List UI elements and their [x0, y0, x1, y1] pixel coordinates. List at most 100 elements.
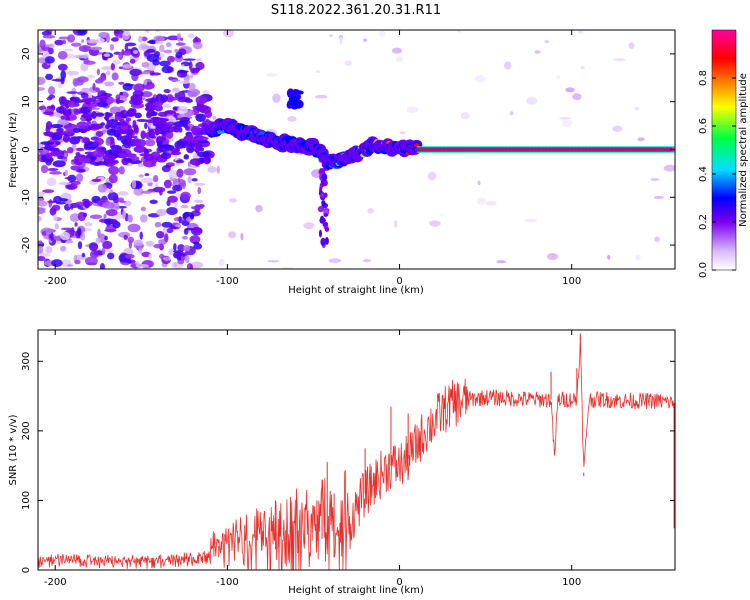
- spectrogram-cell: [127, 214, 133, 223]
- spectrogram-cell: [143, 159, 156, 168]
- spectrogram-cell: [174, 224, 182, 228]
- colorbar-tick-label: 0.6: [698, 118, 709, 134]
- spectrogram-cell: [50, 232, 54, 242]
- spectrogram-cell: [169, 177, 174, 182]
- spectrogram-cell: [144, 30, 150, 33]
- spectrogram-cell: [328, 258, 342, 263]
- spectrogram-cell: [74, 222, 78, 227]
- spectrogram-cell: [318, 229, 323, 238]
- spectrogram-cell: [179, 80, 191, 84]
- spectrogram-cell: [166, 55, 175, 63]
- spectrogram-cell: [323, 213, 329, 217]
- spectrogram-cell: [189, 158, 202, 166]
- spectrogram-cell: [138, 174, 144, 178]
- spectrogram-cell: [134, 112, 142, 119]
- spectrogram-cell: [102, 202, 116, 209]
- spectrogram-cell: [141, 61, 150, 68]
- spectrogram-cell: [153, 174, 159, 183]
- spectrogram-cell: [228, 231, 236, 239]
- spectrogram-cell: [129, 58, 136, 64]
- spectrogram-cell: [112, 196, 120, 204]
- spectrogram-cell: [181, 179, 186, 190]
- spectrogram-cell: [38, 191, 45, 197]
- spectrogram-cell: [153, 243, 163, 249]
- spectrogram-cell: [197, 187, 202, 195]
- spectrogram-cell: [80, 114, 94, 118]
- spectrogram-cell: [476, 197, 486, 206]
- spectrogram-cell: [65, 53, 76, 59]
- spectrogram-cell: [124, 44, 129, 51]
- spectrogram-cell: [53, 214, 58, 221]
- spectrogram-cell: [140, 190, 152, 194]
- spectrogram-cell: [159, 44, 165, 53]
- spectrogram-cell: [118, 81, 125, 85]
- spectrogram-cell: [509, 111, 514, 116]
- spectrogram-cell: [84, 222, 93, 227]
- spectrogram-cell: [97, 228, 101, 238]
- spectrogram-x-label: Height of straight line (km): [288, 285, 424, 296]
- spectrogram-cell: [140, 206, 147, 212]
- spectrogram-cell: [70, 42, 82, 47]
- spectrogram-cell: [635, 254, 641, 261]
- spectrogram-cell: [170, 150, 182, 156]
- spectrogram-cell: [168, 76, 174, 81]
- spectrogram-cell: [80, 62, 89, 72]
- spectrogram-cell: [197, 204, 205, 208]
- spectrogram-cell: [76, 121, 89, 130]
- spectrogram-cell: [124, 158, 133, 163]
- spectrogram-cell: [117, 191, 129, 196]
- colorbar-tick-label: 0.8: [698, 70, 709, 86]
- colorbar-tick-label: 0.4: [698, 166, 709, 182]
- spectrogram-cell: [165, 94, 174, 103]
- spectrogram-cell: [42, 189, 55, 194]
- spectrogram-cell: [173, 121, 187, 128]
- spectrogram-cell: [477, 180, 481, 186]
- spectrogram-cell: [181, 64, 185, 67]
- spectrogram-cell: [105, 34, 110, 43]
- spectrogram-cell: [572, 93, 582, 101]
- spectrogram-cell: [267, 260, 280, 263]
- spectrogram-cell: [89, 250, 99, 259]
- spectrogram-cell: [38, 57, 46, 64]
- spectrogram-cell: [187, 133, 194, 140]
- spectrogram-cell: [182, 235, 188, 240]
- spectrogram-cell: [97, 183, 107, 193]
- spectrogram-cell: [534, 50, 541, 54]
- spectrogram-cell: [197, 151, 211, 158]
- y-tick-label: 300: [21, 352, 32, 371]
- spectrogram-cell: [148, 129, 156, 139]
- spectrogram-cell: [122, 50, 133, 56]
- spectrogram-cell: [154, 129, 160, 136]
- spectrogram-cell: [167, 35, 180, 41]
- colorbar-ticks: 0.0 0.2 0.4 0.6 0.8: [698, 70, 736, 278]
- spectrogram-cell: [68, 101, 76, 108]
- spectrogram-cell: [45, 121, 53, 130]
- spectrogram-cell: [166, 206, 178, 216]
- spectrogram-cell: [75, 136, 83, 140]
- spectrogram-cell: [155, 231, 165, 239]
- spectrogram-cell: [130, 94, 143, 103]
- spectrogram-cell: [316, 70, 321, 73]
- spectrogram-cell: [144, 173, 150, 177]
- colorbar-tick-label: 0.0: [698, 262, 709, 278]
- spectrogram-cell: [67, 34, 76, 43]
- spectrogram-cell: [325, 237, 329, 245]
- spectrogram-cell: [154, 221, 162, 228]
- spectrogram-cell: [122, 64, 133, 69]
- spectrogram-cell: [81, 252, 85, 258]
- spectrogram-cell: [142, 265, 150, 269]
- spectrogram-cell: [41, 230, 47, 236]
- spectrogram-cell: [195, 136, 209, 141]
- spectrogram-cell: [105, 209, 118, 217]
- spectrogram-cell: [565, 87, 575, 93]
- spectrogram-cell: [317, 205, 325, 213]
- spectrogram-cell: [118, 51, 124, 61]
- spectrogram-cell: [54, 223, 59, 230]
- spectrogram-cell: [139, 231, 143, 240]
- spectrogram-cell: [87, 121, 92, 125]
- spectrogram-cell: [406, 106, 419, 114]
- spectrogram-cell: [191, 178, 198, 182]
- spectrogram-cell: [86, 39, 99, 44]
- spectrogram-cell: [125, 133, 133, 142]
